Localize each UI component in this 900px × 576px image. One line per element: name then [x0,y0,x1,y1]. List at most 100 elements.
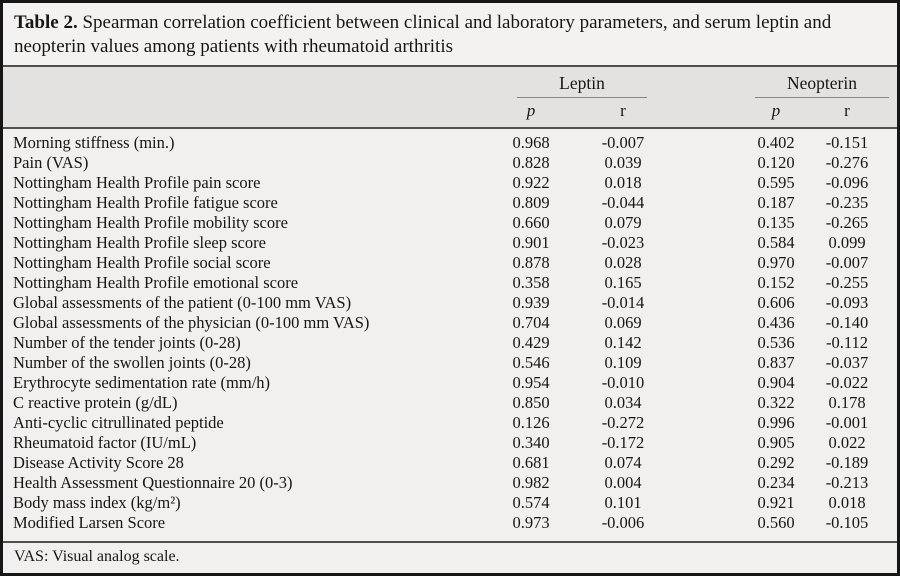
table-caption-text: Spearman correlation coefficient between… [14,12,832,57]
table-row: Nottingham Health Profile emotional scor… [13,273,889,293]
neopterin-r-value: -0.255 [825,273,869,292]
neopterin-p-value: 0.536 [757,333,795,352]
leptin-r-value: 0.142 [604,333,642,352]
neopterin-r-value: -0.265 [825,213,869,232]
leptin-r-value: 0.109 [604,353,642,372]
row-label: Global assessments of the physician (0-1… [13,313,370,332]
leptin-r-value: 0.101 [604,493,642,512]
leptin-p-value: 0.968 [512,133,550,152]
subheader-empty [13,98,475,127]
gap-cell [659,253,747,273]
neopterin-r-value: -0.001 [825,413,869,432]
neopterin-p-value: 0.402 [757,133,795,152]
neopterin-p-value: 0.560 [757,513,795,532]
leptin-p-value: 0.358 [512,273,550,292]
leptin-r-value: -0.172 [601,433,645,452]
table-caption: Table 2. Spearman correlation coefficien… [3,3,897,65]
leptin-group-label: Leptin [517,73,647,98]
neopterin-p-value: 0.905 [757,433,795,452]
neopterin-p-value: 0.606 [757,293,795,312]
table-header-band: Leptin Neopterin p r p r [3,65,897,129]
row-label: Pain (VAS) [13,153,89,172]
leptin-r-value: -0.006 [601,513,645,532]
gap-cell [659,373,747,393]
neopterin-r-header: r [844,101,850,120]
table-row: Number of the swollen joints (0-28) 0.546… [13,353,889,373]
leptin-r-header: r [620,101,626,120]
leptin-r-value: 0.018 [604,173,642,192]
table-number: Table 2. [14,12,78,33]
leptin-p-value: 0.429 [512,333,550,352]
row-label: Anti-cyclic citrullinated peptide [13,413,224,432]
table-row: Anti-cyclic citrullinated peptide 0.126 -0… [13,413,889,433]
gap-cell [659,513,747,533]
table-row: Number of the tender joints (0-28) 0.429 0… [13,333,889,353]
table-row: Erythrocyte sedimentation rate (mm/h) 0.9… [13,373,889,393]
table-row: Modified Larsen Score 0.973 -0.006 0.560 -0.… [13,513,889,533]
table-row: Pain (VAS) 0.828 0.039 0.120 -0.276 [13,153,889,173]
leptin-p-value: 0.939 [512,293,550,312]
row-label: Body mass index (kg/m²) [13,493,181,512]
leptin-r-value: 0.034 [604,393,642,412]
gap-cell [659,413,747,433]
header-table: Leptin Neopterin p r p r [13,73,890,127]
row-label: Rheumatoid factor (IU/mL) [13,433,197,452]
leptin-r-value: -0.044 [601,193,645,212]
gap-cell [659,213,747,233]
gap-cell [659,313,747,333]
neopterin-p-value: 0.152 [757,273,795,292]
neopterin-r-value: -0.276 [825,153,869,172]
row-label: Morning stiffness (min.) [13,133,175,152]
leptin-p-value: 0.126 [512,413,550,432]
table-row: Rheumatoid factor (IU/mL) 0.340 -0.172 0.90… [13,433,889,453]
gap-cell [659,493,747,513]
row-label: Modified Larsen Score [13,513,166,532]
group-gap [659,73,747,98]
table-row: C reactive protein (g/dL) 0.850 0.034 0.322… [13,393,889,413]
leptin-r-value: 0.079 [604,213,642,232]
neopterin-r-value: -0.037 [825,353,869,372]
row-label: Nottingham Health Profile sleep score [13,233,266,252]
table-row: Nottingham Health Profile fatigue score 0… [13,193,889,213]
leptin-p-value: 0.660 [512,213,550,232]
gap-cell [659,233,747,253]
data-table: Morning stiffness (min.) 0.968 -0.007 0.402… [13,133,889,533]
subheader-row: p r p r [13,98,889,127]
gap-cell [659,153,747,173]
table-body-section: Morning stiffness (min.) 0.968 -0.007 0.402… [3,129,897,535]
gap-cell [659,393,747,413]
table-row: Nottingham Health Profile sleep score 0.9… [13,233,889,253]
neopterin-r-value: -0.213 [825,473,869,492]
leptin-p-value: 0.982 [512,473,550,492]
table-body: Morning stiffness (min.) 0.968 -0.007 0.402… [13,133,889,533]
row-label: Nottingham Health Profile social score [13,253,271,272]
neopterin-p-value: 0.921 [757,493,795,512]
subheader-gap [659,98,747,127]
neopterin-p-value: 0.970 [757,253,795,272]
neopterin-r-value: 0.022 [828,433,866,452]
column-groups-row: Leptin Neopterin [13,73,890,98]
neopterin-p-value: 0.904 [757,373,795,392]
row-label: Erythrocyte sedimentation rate (mm/h) [13,373,271,392]
leptin-p-value: 0.850 [512,393,550,412]
gap-cell [659,453,747,473]
neopterin-p-value: 0.584 [757,233,795,252]
row-label: Global assessments of the patient (0-100… [13,293,352,312]
neopterin-r-value: 0.099 [828,233,866,252]
neopterin-r-value: -0.151 [825,133,869,152]
leptin-p-value: 0.828 [512,153,550,172]
neopterin-r-value: -0.007 [825,253,869,272]
row-label: Number of the swollen joints (0-28) [13,353,251,372]
neopterin-p-value: 0.595 [757,173,795,192]
row-label: Health Assessment Questionnaire 20 (0-3) [13,473,293,492]
row-label: Nottingham Health Profile fatigue score [13,193,278,212]
leptin-r-value: 0.165 [604,273,642,292]
table-row: Health Assessment Questionnaire 20 (0-3)… [13,473,889,493]
neopterin-r-value: -0.235 [825,193,869,212]
gap-cell [659,333,747,353]
neopterin-p-value: 0.292 [757,453,795,472]
table-row: Disease Activity Score 28 0.681 0.074 0.292… [13,453,889,473]
row-label: Number of the tender joints (0-28) [13,333,241,352]
neopterin-p-value: 0.120 [757,153,795,172]
